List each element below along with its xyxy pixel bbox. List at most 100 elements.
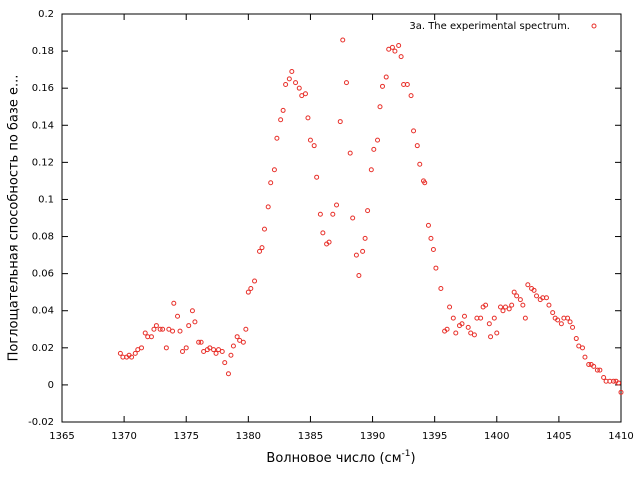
data-point — [135, 347, 141, 353]
data-point — [347, 150, 353, 156]
data-point — [225, 371, 231, 377]
data-point — [259, 245, 265, 251]
data-point — [438, 285, 444, 291]
x-tick-label: 1375 — [173, 431, 198, 442]
y-tick-label: 0.02 — [32, 343, 54, 354]
data-point — [417, 161, 423, 167]
data-point — [222, 360, 228, 366]
plot-frame — [61, 13, 622, 423]
data-point — [271, 167, 277, 173]
data-point — [500, 308, 506, 314]
y-tick-label: -0.02 — [28, 417, 54, 428]
x-tick-label: 1370 — [111, 431, 136, 442]
data-point — [522, 315, 528, 321]
data-point — [320, 230, 326, 236]
data-point — [517, 297, 523, 303]
data-point — [582, 354, 588, 360]
data-point — [216, 347, 222, 353]
y-tick-label: 0.06 — [32, 269, 54, 280]
data-point — [177, 328, 183, 334]
data-point — [337, 119, 343, 125]
data-point — [546, 302, 552, 308]
data-point — [392, 48, 398, 54]
data-point — [520, 302, 526, 308]
data-point — [340, 37, 346, 43]
data-point — [142, 330, 148, 336]
data-point — [192, 319, 198, 325]
data-point — [171, 300, 177, 306]
data-point — [453, 330, 459, 336]
data-point — [422, 180, 428, 186]
data-point — [179, 349, 185, 355]
data-point — [278, 117, 284, 123]
data-point — [201, 349, 207, 355]
data-point — [240, 339, 246, 345]
data-point — [586, 362, 592, 368]
data-point — [377, 104, 383, 110]
data-point — [389, 44, 395, 50]
data-point — [360, 248, 366, 254]
x-axis-label: Волновое число (см-1) — [266, 449, 415, 466]
data-point — [211, 347, 217, 353]
data-point — [166, 326, 172, 332]
data-point — [594, 367, 600, 373]
data-point — [213, 350, 219, 356]
data-point — [153, 323, 159, 329]
data-point — [160, 326, 166, 332]
y-tick-label: 0.08 — [32, 232, 54, 243]
data-point — [459, 321, 465, 327]
data-point — [268, 180, 274, 186]
data-point — [311, 143, 317, 149]
data-point — [252, 278, 258, 284]
data-point — [163, 345, 169, 351]
data-point — [151, 326, 157, 332]
y-tick-label: 0.12 — [32, 157, 54, 168]
data-point — [186, 323, 192, 329]
data-point — [230, 343, 236, 349]
data-point — [611, 378, 617, 384]
data-point — [198, 339, 204, 345]
data-point — [234, 334, 240, 340]
data-point — [302, 91, 308, 97]
data-point — [428, 235, 434, 241]
data-point — [326, 239, 332, 245]
data-point — [396, 43, 402, 49]
data-point — [576, 343, 582, 349]
data-point — [531, 287, 537, 293]
x-axis-label-main: Волновое число (см — [266, 451, 401, 466]
data-point — [597, 367, 603, 373]
data-point — [289, 68, 295, 74]
data-point — [350, 215, 356, 221]
data-point — [483, 302, 489, 308]
data-point — [447, 304, 453, 310]
x-tick-label: 1390 — [360, 431, 385, 442]
y-axis-label: Поглощательная способность по базе e... — [7, 75, 22, 362]
x-axis-label-sup: -1 — [402, 449, 411, 459]
data-point — [573, 336, 579, 342]
data-point — [261, 226, 267, 232]
data-point — [555, 317, 561, 323]
data-point — [383, 74, 389, 80]
data-point — [317, 211, 323, 217]
data-point — [525, 282, 531, 288]
y-tick-label: 0.18 — [32, 46, 54, 57]
data-point — [305, 115, 311, 121]
data-point — [534, 293, 540, 299]
data-point — [506, 306, 512, 312]
data-point — [196, 339, 202, 345]
data-point — [558, 321, 564, 327]
data-point — [509, 302, 515, 308]
data-point — [498, 304, 504, 310]
data-point — [514, 293, 520, 299]
data-point — [257, 248, 263, 254]
data-point — [565, 315, 571, 321]
data-point — [404, 81, 410, 87]
data-point — [411, 128, 417, 134]
x-axis-label-end: ) — [410, 451, 415, 466]
data-point — [570, 324, 576, 330]
data-point — [486, 321, 492, 327]
data-point — [237, 337, 243, 343]
data-point — [430, 247, 436, 253]
y-tick-label: 0.04 — [32, 306, 54, 317]
data-point — [543, 295, 549, 301]
